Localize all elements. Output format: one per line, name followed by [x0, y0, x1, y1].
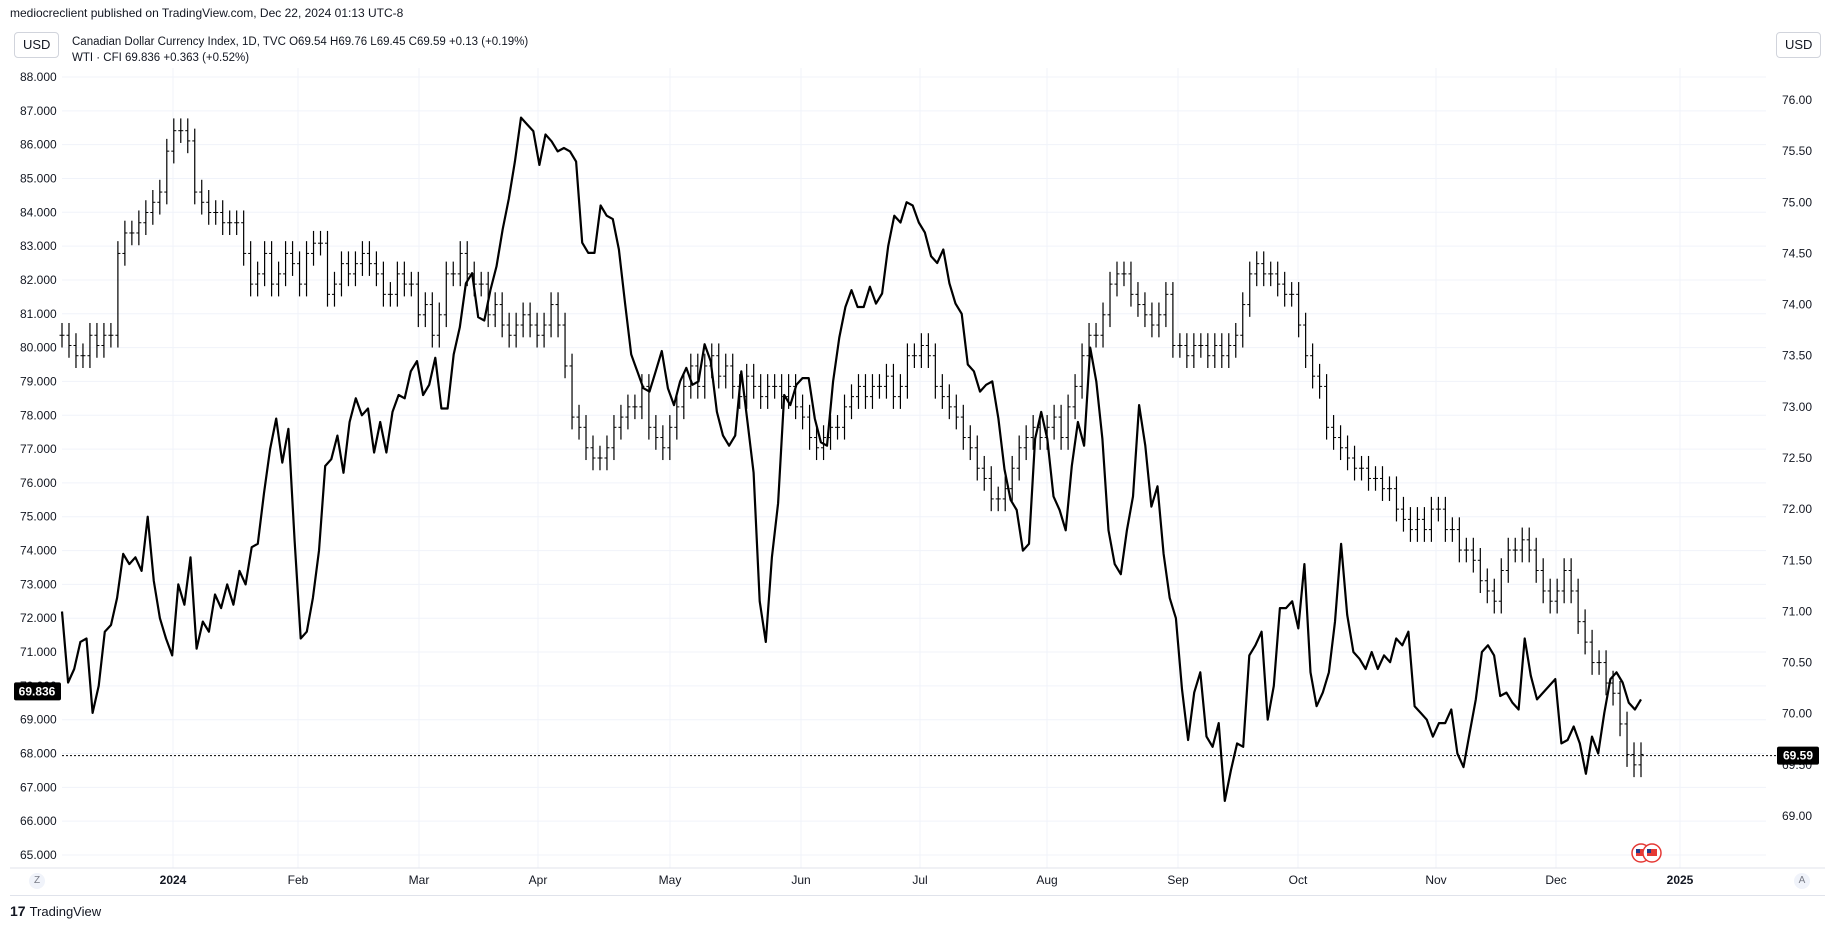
x-axis-label: Feb [288, 873, 309, 887]
x-axis-label: Jun [791, 873, 810, 887]
right-axis-label: 72.50 [1782, 451, 1812, 465]
left-axis-label: 65.000 [20, 848, 57, 862]
x-axis-label: Apr [529, 873, 548, 887]
us-flag-canton [1647, 849, 1651, 853]
right-axis-label: 73.50 [1782, 349, 1812, 363]
x-axis-label: Mar [409, 873, 430, 887]
left-axis-label: 85.000 [20, 171, 57, 185]
right-axis-label: 71.50 [1782, 553, 1812, 567]
left-axis-label: 79.000 [20, 374, 57, 388]
x-axis-label: Dec [1545, 873, 1566, 887]
x-axis-label: Oct [1289, 873, 1308, 887]
x-axis-label: 2025 [1667, 873, 1694, 887]
left-axis-label: 82.000 [20, 273, 57, 287]
left-axis-label: 80.000 [20, 341, 57, 355]
left-axis-label: 72.000 [20, 611, 57, 625]
x-axis-label: 2024 [160, 873, 187, 887]
bottom-divider [10, 895, 1825, 896]
tradingview-logo-icon: 17 [10, 903, 26, 919]
right-axis-label: 71.00 [1782, 604, 1812, 618]
left-axis-label: 81.000 [20, 307, 57, 321]
right-last-price-badge [1777, 746, 1819, 765]
x-axis-label: Sep [1167, 873, 1189, 887]
left-axis-label: 83.000 [20, 239, 57, 253]
right-axis-label: 74.50 [1782, 246, 1812, 260]
right-axis-label: 75.50 [1782, 144, 1812, 158]
left-axis-label: 88.000 [20, 70, 57, 84]
right-axis-label: 70.50 [1782, 656, 1812, 670]
right-axis-label: 73.00 [1782, 400, 1812, 414]
left-last-price-label: 69.836 [19, 684, 56, 698]
left-axis-label: 75.000 [20, 510, 57, 524]
right-last-price-label: 69.59 [1783, 749, 1813, 763]
us-flag-stripes [1636, 849, 1646, 856]
right-axis-label: 69.00 [1782, 809, 1812, 823]
x-axis-label: Nov [1425, 873, 1446, 887]
left-last-price-badge [14, 682, 61, 701]
publisher-caption: mediocreclient published on TradingView.… [10, 6, 404, 20]
right-axis-label: 72.00 [1782, 502, 1812, 516]
left-axis-label: 77.000 [20, 442, 57, 456]
x-axis-label: Aug [1036, 873, 1057, 887]
left-axis-label: 86.000 [20, 138, 57, 152]
right-axis-label: 76.00 [1782, 93, 1812, 107]
left-axis-label: 76.000 [20, 476, 57, 490]
us-flag-stripes [1647, 849, 1657, 856]
x-axis-label: May [659, 873, 682, 887]
series1-legend: Canadian Dollar Currency Index, 1D, TVC … [72, 36, 529, 48]
left-axis-label: 73.000 [20, 577, 57, 591]
auto-scale-button[interactable]: A [1794, 873, 1810, 889]
wti-line-series [60, 116, 1642, 802]
currency-right-button[interactable]: USD [1776, 32, 1822, 58]
currency-left-button[interactable]: USD [14, 32, 60, 58]
left-axis-label: 84.000 [20, 205, 57, 219]
left-axis-label: 69.000 [20, 713, 57, 727]
left-axis-label: 87.000 [20, 104, 57, 118]
left-axis-label: 74.000 [20, 544, 57, 558]
left-axis-label: 78.000 [20, 408, 57, 422]
right-axis-label: 70.00 [1782, 707, 1812, 721]
right-axis-label: 74.00 [1782, 298, 1812, 312]
right-axis-label: 75.00 [1782, 195, 1812, 209]
zoom-button[interactable]: Z [29, 873, 45, 889]
left-axis-label: 67.000 [20, 780, 57, 794]
series2-legend: WTI · CFI 69.836 +0.363 (+0.52%) [72, 52, 250, 64]
footer: 17 TradingView [10, 903, 101, 919]
x-axis-label: Jul [912, 873, 927, 887]
left-axis-label: 66.000 [20, 814, 57, 828]
left-axis-label: 68.000 [20, 747, 57, 761]
left-axis-label: 71.000 [20, 645, 57, 659]
us-flag-canton [1636, 849, 1640, 853]
footer-brand: TradingView [29, 903, 102, 919]
